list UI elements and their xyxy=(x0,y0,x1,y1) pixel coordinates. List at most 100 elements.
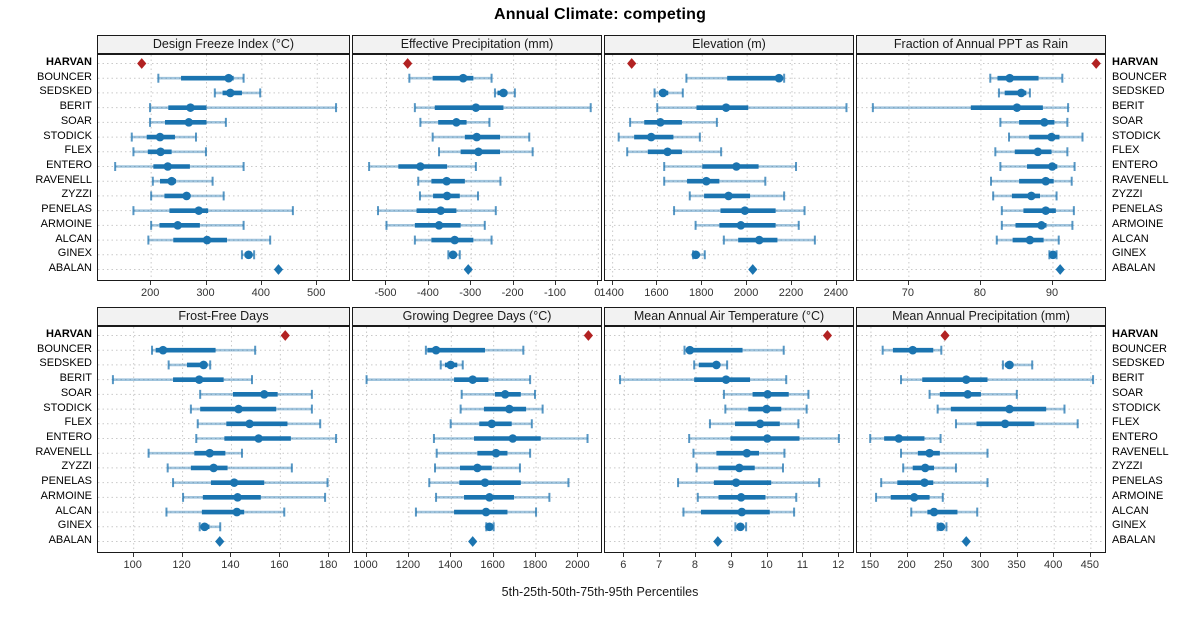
axis-tick-label: 7 xyxy=(656,559,663,571)
axis-tick-label: 2400 xyxy=(823,287,849,299)
series-armoine xyxy=(182,492,327,502)
series-penelas xyxy=(1000,206,1075,216)
median-dot xyxy=(1016,88,1026,98)
series-stodick xyxy=(617,132,701,142)
median-dot xyxy=(755,419,765,429)
median-dot xyxy=(458,73,468,83)
abalan-diamond-marker xyxy=(1055,264,1065,275)
median-dot xyxy=(702,176,711,186)
median-dot xyxy=(446,360,455,370)
axis-tick-mark xyxy=(694,553,696,557)
series-stodick xyxy=(130,132,197,142)
row-label-right-bouncer: BOUNCER xyxy=(1112,342,1168,355)
series-alcan xyxy=(682,507,796,517)
axis-tick-mark xyxy=(907,281,909,285)
axis-tick-label: 80 xyxy=(973,287,987,299)
row-label-right-zyzzi: ZYZZI xyxy=(1112,188,1143,201)
series-zyzzi xyxy=(992,191,1058,201)
series-flex xyxy=(994,147,1069,157)
median-dot xyxy=(712,360,721,370)
axis-tick-label: 400 xyxy=(1044,559,1063,571)
series-bouncer xyxy=(408,73,493,83)
median-dot xyxy=(245,419,254,429)
median-dot xyxy=(736,522,745,532)
axis-tick-label: 70 xyxy=(901,287,914,299)
harvan-diamond-marker xyxy=(137,58,147,69)
median-dot xyxy=(732,162,741,171)
series-entero xyxy=(688,434,840,443)
axis-tick-mark xyxy=(623,553,625,557)
row-label-right-berit: BERIT xyxy=(1112,372,1145,385)
series-alcan xyxy=(722,235,816,245)
series-stodick xyxy=(459,404,544,414)
axis-tick-label: 10 xyxy=(760,559,773,571)
median-dot xyxy=(448,250,458,260)
series-zyzzi xyxy=(418,191,479,201)
series-sedsked xyxy=(439,360,464,370)
axis-tick-label: -100 xyxy=(543,287,566,299)
series-berit xyxy=(413,103,592,113)
axis-tick-mark xyxy=(611,281,613,285)
series-ginex xyxy=(691,250,706,260)
median-dot xyxy=(763,390,772,399)
axis-tick-label: -400 xyxy=(416,287,439,299)
axis-tick-mark xyxy=(260,281,262,285)
median-dot xyxy=(487,419,497,429)
axis-tick-label: -500 xyxy=(374,287,397,299)
row-label-left-alcan: ALCAN xyxy=(55,504,92,517)
series-soar xyxy=(928,389,1018,399)
series-abalan xyxy=(463,264,473,275)
series-soar xyxy=(460,389,536,399)
panel-plot-frost-free-days xyxy=(97,326,350,553)
median-dot xyxy=(929,507,939,517)
series-armoine xyxy=(696,492,798,502)
axis-tick-label: 140 xyxy=(221,559,240,571)
series-flex xyxy=(449,419,533,429)
panel-plot-effective-precipitation-mm xyxy=(352,54,602,281)
series-armoine xyxy=(694,220,800,230)
axis-tick-label: 300 xyxy=(970,559,990,571)
axis-tick-label: 400 xyxy=(251,287,271,299)
series-penelas xyxy=(677,478,821,488)
axis-tick-mark xyxy=(554,281,556,285)
median-dot xyxy=(480,478,490,487)
axis-tick-label: 1200 xyxy=(395,559,421,571)
median-dot xyxy=(155,132,165,142)
series-sedsked xyxy=(693,360,729,370)
series-alcan xyxy=(165,507,286,517)
median-dot xyxy=(920,463,930,473)
series-stodick xyxy=(1008,132,1084,142)
axis-tick-label: 200 xyxy=(140,287,160,299)
series-zyzzi xyxy=(695,463,785,473)
median-dot xyxy=(500,390,510,399)
row-label-right-abalan: ABALAN xyxy=(1112,262,1156,274)
axis-tick-mark xyxy=(766,553,768,557)
axis-tick-label: 300 xyxy=(196,287,215,299)
median-dot xyxy=(658,88,668,98)
series-ginex xyxy=(447,250,461,260)
axis-tick-label: 1800 xyxy=(522,559,548,571)
series-harvan xyxy=(822,330,833,341)
axis-tick-label: 1400 xyxy=(599,287,624,299)
series-harvan xyxy=(1091,58,1101,69)
row-label-right-harvan: HARVAN xyxy=(1112,328,1159,340)
row-label-left-penelas: PENELAS xyxy=(41,475,92,488)
median-dot xyxy=(452,118,461,127)
series-abalan xyxy=(713,536,723,547)
series-zyzzi xyxy=(902,463,957,473)
series-sedsked xyxy=(1001,360,1034,370)
median-dot xyxy=(485,493,494,502)
median-dot xyxy=(721,103,731,112)
median-dot xyxy=(468,375,478,384)
median-dot xyxy=(194,206,204,215)
row-label-right-ravenell: RAVENELL xyxy=(1112,445,1169,458)
harvan-diamond-marker xyxy=(940,330,950,341)
row-label-left-berit: BERIT xyxy=(59,100,92,113)
axis-tick-mark xyxy=(470,281,472,285)
chart-title: Annual Climate: competing xyxy=(493,6,707,23)
series-armoine xyxy=(150,220,245,230)
median-dot xyxy=(656,118,665,127)
series-zyzzi xyxy=(166,463,293,473)
harvan-diamond-marker xyxy=(280,330,290,341)
median-dot xyxy=(1000,419,1010,429)
